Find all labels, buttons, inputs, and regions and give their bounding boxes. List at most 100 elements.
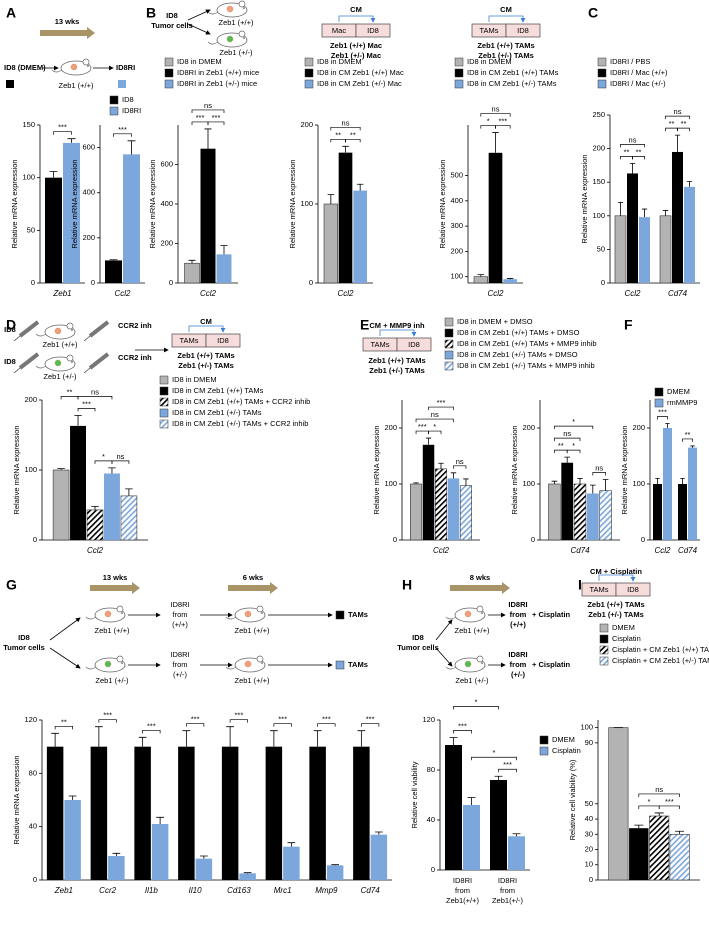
bar (184, 262, 200, 284)
y-tick-label: 0 (393, 535, 397, 544)
significance-bracket (142, 729, 161, 734)
mouse-tail (225, 666, 237, 670)
bar (178, 746, 195, 880)
bar (200, 148, 216, 283)
mouse-eye (71, 361, 73, 363)
mouse-icon (445, 605, 486, 623)
panel-label: I (578, 577, 582, 593)
significance-bracket (191, 121, 209, 125)
mouse-eye (71, 329, 73, 331)
mouse-eye (243, 7, 245, 9)
significance-label: *** (665, 797, 674, 806)
error-bar (463, 478, 469, 486)
cm-transfer (488, 15, 526, 23)
significance-bracket (638, 793, 680, 797)
legend-swatch (444, 350, 454, 360)
cm-transfer (598, 574, 636, 582)
syringe (88, 320, 110, 338)
legend-label: ID8 in CM Zeb1 (+/+) TAMs + DMSO (457, 328, 580, 337)
schematic-label: CM + MMP9 inh (369, 321, 425, 330)
time-arrow (40, 27, 95, 39)
significance-bracket (207, 121, 225, 125)
y-tick-label: 600 (160, 159, 173, 168)
error-bar (506, 278, 514, 280)
x-tick-label: Mmp9 (315, 886, 338, 895)
legend-swatch (164, 57, 174, 67)
mouse-ear (238, 0, 246, 8)
schematic-label: CM (500, 5, 512, 14)
y-tick-label: 150 (592, 177, 605, 186)
schematic-label: ID8 (217, 336, 229, 345)
y-axis-label: Relative mRNA expression (12, 425, 21, 514)
bar (323, 203, 338, 284)
significance-label: ** (67, 387, 73, 396)
y-tick-label: 100 (300, 199, 313, 208)
significance-label: ns (116, 452, 124, 461)
legend-swatch (335, 610, 345, 620)
error-bar (674, 134, 681, 152)
bar (134, 746, 151, 880)
x-tick-label: Il1b (145, 886, 158, 895)
significance-bracket (592, 472, 606, 476)
schematic-label: 13 wks (103, 573, 128, 582)
y-tick-label: 200 (632, 423, 645, 432)
bar (63, 142, 80, 283)
significance-bracket (53, 131, 72, 135)
legend-swatch (304, 57, 314, 67)
error-bar (690, 445, 695, 448)
time-arrow (90, 582, 140, 594)
culture-well (396, 337, 432, 352)
arrow (49, 647, 81, 669)
legend-label: ID8 (122, 95, 134, 104)
error-bar (109, 259, 118, 261)
legend-swatch (599, 623, 609, 633)
arrow (187, 23, 211, 35)
significance-label: *** (278, 715, 287, 724)
x-tick-label: Ccl2 (337, 289, 354, 298)
mouse-icon (85, 605, 126, 623)
y-tick-label: 0 (309, 278, 313, 287)
error-bar (551, 480, 558, 484)
bar (672, 151, 683, 283)
significance-bracket (498, 768, 517, 773)
significance-bracket (317, 723, 336, 727)
legend-label: rmMMP9 (667, 398, 697, 407)
bar (265, 746, 283, 880)
schematic-label: Zeb1 (+/+) TAMs (177, 351, 234, 360)
significance-bracket (554, 425, 594, 430)
y-tick-label: 120 (422, 715, 435, 724)
significance-label: ns (595, 464, 603, 473)
legend-swatch (454, 68, 464, 78)
mouse-tail (225, 616, 237, 620)
significance-bracket (428, 406, 454, 411)
schematic-label: Zeb1 (+/+) (218, 18, 254, 27)
legend-swatch (444, 328, 454, 338)
legend-swatch (159, 419, 169, 429)
bar (488, 152, 503, 283)
arrow (187, 9, 211, 21)
y-tick-label: 50 (27, 225, 35, 234)
error-bar (467, 797, 476, 805)
culture-well (205, 333, 241, 348)
error-bar (634, 824, 644, 829)
legend-swatch (109, 95, 119, 105)
significance-bracket (186, 723, 205, 727)
significance-label: ns (629, 135, 637, 144)
schematic-label: Zeb1 (+/-) (219, 48, 253, 57)
error-bar (602, 479, 609, 491)
y-tick-label: 80 (29, 768, 37, 777)
schematic-label: CM (200, 317, 212, 326)
mouse-eye (243, 37, 245, 39)
y-tick-label: 500 (450, 171, 463, 180)
culture-well (505, 23, 541, 38)
bar (195, 858, 213, 880)
significance-bracket (94, 460, 113, 464)
schematic-label: ID8 (18, 633, 30, 642)
culture-well (615, 582, 651, 597)
bar (151, 824, 169, 880)
schematic-label: ID8RI (116, 63, 135, 72)
legend-swatch (597, 68, 607, 78)
schematic-label: Zeb1 (+/-) Mac (331, 51, 381, 60)
x-tick-label: Ccl2 (624, 289, 641, 298)
